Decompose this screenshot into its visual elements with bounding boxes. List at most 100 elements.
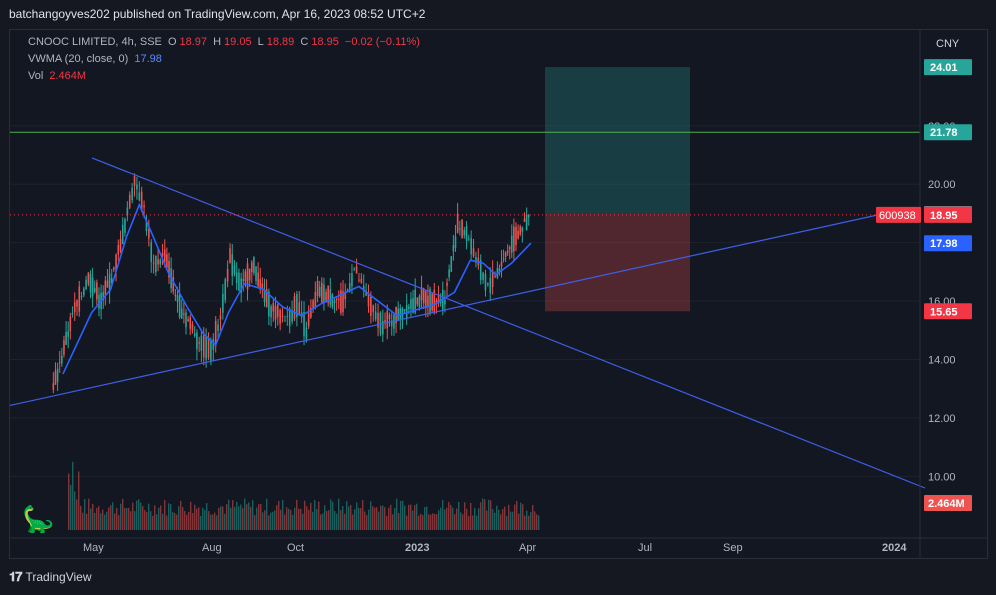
volume-bar bbox=[446, 507, 448, 530]
candle-body bbox=[148, 228, 150, 239]
volume-bar bbox=[470, 502, 472, 530]
candle-body bbox=[288, 308, 291, 327]
volume-bar bbox=[458, 501, 460, 530]
volume-bar bbox=[400, 500, 402, 530]
candle-body bbox=[513, 226, 515, 252]
volume-bar bbox=[160, 505, 162, 530]
y-tick-label: 12.00 bbox=[928, 413, 956, 425]
candle-body bbox=[351, 273, 353, 287]
candle-body bbox=[408, 306, 410, 309]
x-tick-label: Aug bbox=[202, 542, 222, 554]
candle-body bbox=[52, 383, 55, 390]
candle-body bbox=[403, 309, 406, 311]
volume-bar bbox=[228, 499, 230, 530]
candle-body bbox=[185, 312, 187, 328]
candle-body bbox=[87, 272, 90, 285]
x-tick-label: Oct bbox=[287, 542, 304, 554]
volume-bar bbox=[190, 501, 192, 530]
candle-body bbox=[63, 340, 65, 355]
volume-bar bbox=[196, 508, 198, 530]
x-tick-label: 2023 bbox=[405, 542, 429, 554]
candle-body bbox=[78, 286, 81, 312]
volume-bar bbox=[512, 511, 514, 530]
candle-body bbox=[276, 304, 279, 317]
candle-body bbox=[494, 276, 496, 278]
price-label-bg bbox=[924, 235, 972, 252]
volume-bar bbox=[342, 505, 344, 530]
volume-bar bbox=[108, 507, 110, 530]
price-label-bg bbox=[924, 124, 972, 141]
volume-bar bbox=[328, 510, 330, 530]
legend-symbol[interactable]: CNOOC LIMITED, 4h, SSE bbox=[28, 36, 162, 48]
tradingview-footer[interactable]: 𝟏𝟕 TradingView bbox=[9, 569, 92, 585]
candle-body bbox=[467, 238, 470, 240]
volume-bar bbox=[244, 498, 246, 530]
volume-bar bbox=[224, 513, 226, 530]
candle-body bbox=[163, 249, 166, 262]
candle-body bbox=[517, 230, 519, 239]
candle-body bbox=[379, 312, 382, 334]
candle-body bbox=[189, 317, 192, 329]
candle-body bbox=[307, 312, 310, 327]
candle-body bbox=[422, 288, 425, 304]
candle-body bbox=[274, 306, 277, 320]
candle-body bbox=[281, 316, 284, 318]
volume-bar bbox=[410, 504, 412, 530]
volume-bar bbox=[522, 504, 524, 530]
legend-vwma[interactable]: VWMA (20, close, 0) 17.98 bbox=[28, 53, 165, 65]
candle-body bbox=[265, 289, 268, 308]
volume-bar bbox=[444, 509, 446, 530]
volume-bar bbox=[136, 500, 138, 530]
candle-body bbox=[454, 236, 457, 249]
candle-body bbox=[61, 355, 63, 364]
volume-bar bbox=[388, 507, 390, 530]
volume-bar bbox=[140, 502, 142, 530]
trendline-descending bbox=[91, 157, 926, 489]
price-chart[interactable]: CNY10.0012.0014.0016.0018.0020.0022.0024… bbox=[10, 30, 987, 558]
candle-body bbox=[510, 235, 513, 253]
candle-body bbox=[498, 268, 501, 271]
candle-body bbox=[316, 280, 319, 297]
legend-volume[interactable]: Vol 2.464M bbox=[28, 70, 89, 82]
volume-bar bbox=[532, 505, 534, 530]
volume-bar bbox=[258, 504, 260, 530]
volume-bar bbox=[344, 513, 346, 530]
volume-bar bbox=[330, 499, 332, 530]
vwma-line bbox=[62, 202, 532, 375]
volume-bar bbox=[216, 515, 218, 530]
candle-body bbox=[200, 335, 203, 351]
candle-body bbox=[268, 291, 270, 317]
candle-body bbox=[113, 267, 115, 270]
volume-bar bbox=[202, 507, 204, 530]
candle-body bbox=[388, 314, 391, 320]
candle-body bbox=[393, 314, 395, 329]
candle-body bbox=[418, 296, 421, 308]
candle-body bbox=[183, 313, 185, 315]
volume-bar bbox=[366, 515, 368, 530]
volume-bar bbox=[526, 510, 528, 530]
volume-bar bbox=[276, 505, 278, 530]
candle-body bbox=[390, 320, 393, 327]
volume-bar bbox=[232, 500, 234, 530]
volume-bar bbox=[134, 511, 136, 530]
candle-body bbox=[202, 335, 205, 358]
volume-bar bbox=[296, 499, 298, 530]
candle-body bbox=[180, 308, 183, 319]
chart-frame[interactable]: CNY10.0012.0014.0016.0018.0020.0022.0024… bbox=[9, 29, 988, 559]
volume-bar bbox=[74, 491, 76, 530]
volume-bar bbox=[510, 511, 512, 530]
volume-bar bbox=[94, 512, 96, 530]
volume-bar bbox=[178, 506, 180, 530]
volume-bar bbox=[212, 514, 214, 530]
candle-body bbox=[93, 287, 96, 292]
volume-bar bbox=[324, 505, 326, 530]
volume-bar bbox=[298, 508, 300, 530]
candle-body bbox=[519, 226, 522, 235]
volume-bar bbox=[338, 498, 340, 530]
volume-bar bbox=[474, 508, 476, 530]
volume-bar bbox=[308, 509, 310, 530]
price-label-bg bbox=[924, 59, 972, 76]
volume-bar bbox=[354, 509, 356, 530]
volume-bar bbox=[380, 505, 382, 530]
volume-bar bbox=[376, 507, 378, 530]
